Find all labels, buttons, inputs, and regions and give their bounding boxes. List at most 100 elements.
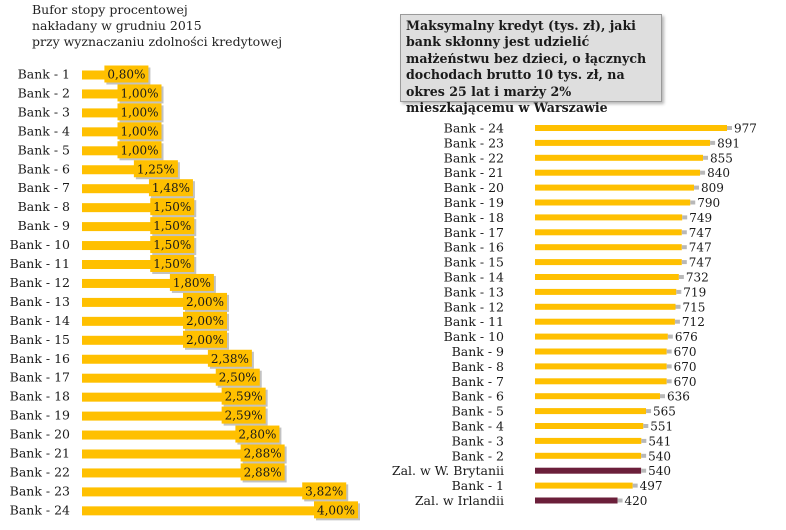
data-label: 719: [683, 285, 706, 299]
category-label: Bank - 12: [444, 299, 504, 314]
data-label: 712: [682, 315, 705, 329]
data-label-box: [117, 141, 162, 159]
data-label-box: [183, 292, 227, 310]
bar: [82, 373, 246, 383]
data-label-box: [133, 160, 178, 178]
data-label: 1,50%: [153, 200, 191, 214]
data-label-marker: [676, 289, 682, 294]
category-label: Zal. w W. Brytanii: [392, 463, 504, 478]
bar: [82, 108, 148, 118]
data-label: 1,00%: [120, 143, 158, 157]
bar: [535, 303, 676, 310]
bar: [535, 348, 667, 355]
data-label: 551: [650, 420, 673, 434]
data-label-box: [183, 311, 227, 329]
bar: [82, 146, 148, 156]
category-label: Bank - 8: [452, 359, 504, 374]
data-label-box: [150, 236, 195, 254]
category-label: Bank - 13: [10, 294, 70, 309]
data-label-marker: [693, 185, 699, 190]
data-label: 670: [674, 345, 697, 359]
data-label-marker: [675, 304, 681, 309]
data-label-marker: [666, 379, 672, 384]
category-label: Zal. w Irlandii: [415, 493, 504, 508]
data-label-marker: [727, 126, 732, 130]
bar: [535, 452, 642, 459]
category-label: Bank - 2: [452, 448, 504, 463]
data-label-box: [150, 198, 195, 216]
data-label-box: [240, 463, 285, 481]
bar: [82, 354, 238, 364]
data-label: 4,00%: [317, 503, 355, 517]
data-label: 1,25%: [137, 162, 175, 176]
bar: [535, 363, 667, 370]
data-label: 1,50%: [153, 238, 191, 252]
category-label: Bank - 16: [10, 351, 70, 366]
data-label-box: [221, 387, 266, 405]
bar: [535, 274, 679, 280]
bar: [535, 169, 701, 176]
category-label: Bank - 9: [452, 344, 504, 359]
data-label: 540: [648, 449, 671, 463]
category-label: Bank - 3: [452, 433, 504, 448]
bar: [82, 278, 200, 288]
bar: [82, 487, 333, 497]
data-label: 1,50%: [153, 219, 191, 233]
category-label: Bank - 22: [10, 464, 70, 479]
data-label-marker: [667, 334, 673, 339]
category-label: Bank - 13: [444, 284, 504, 299]
category-label: Bank - 7: [452, 374, 504, 389]
data-label-marker: [700, 170, 706, 175]
bar: [535, 125, 727, 131]
category-label: Bank - 23: [10, 483, 70, 498]
data-label: 747: [689, 241, 712, 255]
category-label: Bank - 15: [444, 255, 504, 270]
data-label-marker: [643, 424, 649, 428]
bar: [82, 316, 213, 326]
bar: [535, 288, 677, 295]
category-label: Bank - 5: [452, 404, 504, 419]
bar: [535, 333, 668, 340]
data-label-marker: [641, 438, 647, 443]
bar: [535, 199, 691, 206]
bar: [535, 467, 642, 474]
category-label: Bank - 24: [10, 502, 70, 517]
data-label: 2,00%: [186, 333, 224, 347]
category-label: Bank - 11: [10, 256, 70, 271]
data-label: 420: [625, 494, 648, 508]
bar: [535, 423, 644, 429]
category-label: Bank - 20: [10, 427, 70, 442]
data-label-marker: [617, 498, 623, 503]
category-label: Bank - 14: [444, 270, 504, 285]
data-label: 1,00%: [120, 105, 158, 119]
category-label: Bank - 8: [18, 199, 70, 214]
data-label-box: [240, 444, 285, 462]
data-label-box: [104, 65, 149, 83]
category-label: Bank - 15: [10, 332, 70, 347]
data-label: 670: [674, 360, 697, 374]
bar: [535, 482, 633, 489]
category-label: Bank - 16: [444, 240, 504, 255]
bar: [535, 184, 694, 191]
bar: [82, 241, 181, 251]
data-label: 1,48%: [152, 181, 190, 195]
bar: [535, 259, 682, 266]
data-label: 670: [674, 375, 697, 389]
data-label-marker: [682, 215, 688, 220]
data-label: 840: [707, 166, 730, 180]
bar: [82, 392, 252, 402]
data-label-marker: [641, 468, 647, 473]
category-label: Bank - 3: [18, 104, 70, 119]
bar: [82, 127, 148, 137]
category-label: Bank - 12: [10, 275, 70, 290]
data-label-marker: [703, 155, 709, 160]
category-label: Bank - 21: [444, 165, 504, 180]
data-label: 977: [734, 122, 757, 136]
category-label: Bank - 9: [18, 218, 70, 233]
category-label: Bank - 24: [444, 121, 504, 136]
bar: [535, 154, 704, 161]
data-label: 749: [689, 211, 712, 225]
data-label: 1,00%: [120, 86, 158, 100]
data-label-box: [150, 217, 195, 235]
